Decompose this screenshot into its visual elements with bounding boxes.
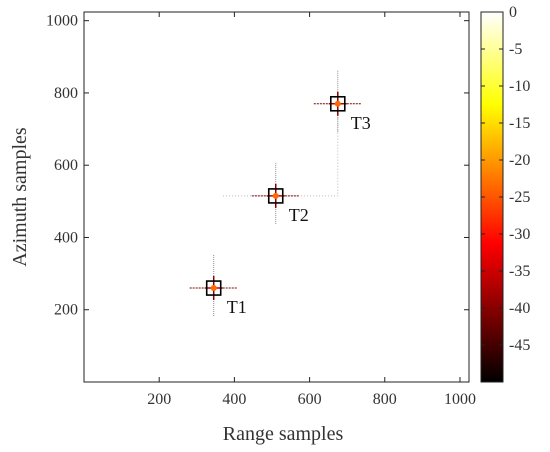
target-peak <box>210 285 217 292</box>
x-tick-label: 200 <box>147 391 171 408</box>
target-t1: T1 <box>189 255 247 317</box>
target-markers: T1 T2 T3 <box>189 70 371 317</box>
target-t2: T2 <box>251 162 309 225</box>
sidelobe-streak <box>223 103 339 197</box>
target-marker-box <box>205 280 222 296</box>
colorbar-tick-label: -20 <box>509 152 530 169</box>
colorbar-tick-label: -40 <box>509 300 530 317</box>
y-tick-label: 400 <box>54 229 78 246</box>
x-axis-ticks: 200 400 600 800 1000 <box>147 12 476 408</box>
x-tick-label: 400 <box>222 391 246 408</box>
colorbar-tick-label: -30 <box>509 226 530 243</box>
y-axis-label: Azimuth samples <box>9 127 31 267</box>
y-tick-label: 200 <box>54 302 78 319</box>
colorbar-ticks: 0 -5 -10 -15 -20 -25 -30 -35 -40 -45 <box>481 4 530 354</box>
target-peak <box>334 100 341 107</box>
target-t3: T3 <box>313 70 371 133</box>
colorbar-tick-label: -25 <box>509 189 530 206</box>
y-axis-ticks: 200 400 600 800 1000 <box>46 13 469 319</box>
x-tick-label: 600 <box>298 391 322 408</box>
target-marker-box <box>267 188 284 204</box>
target-peak <box>272 192 279 199</box>
colorbar-tick-label: -5 <box>509 41 522 58</box>
y-tick-label: 800 <box>54 85 78 102</box>
colorbar-tick-label: -15 <box>509 115 530 132</box>
y-tick-label: 1000 <box>46 13 78 30</box>
target-label: T3 <box>351 113 371 133</box>
target-streaks <box>223 103 339 197</box>
x-axis-label: Range samples <box>223 423 344 445</box>
x-tick-label: 1000 <box>444 391 476 408</box>
y-tick-label: 600 <box>54 157 78 174</box>
x-tick-label: 800 <box>373 391 397 408</box>
colorbar-tick-label: -10 <box>509 78 530 95</box>
colorbar-tick-label: -35 <box>509 263 530 280</box>
target-label: T2 <box>289 205 309 225</box>
colorbar-tick-label: -45 <box>509 337 530 354</box>
colorbar-tick-label: 0 <box>509 4 517 21</box>
target-label: T1 <box>227 297 247 317</box>
target-marker-box <box>329 95 346 112</box>
